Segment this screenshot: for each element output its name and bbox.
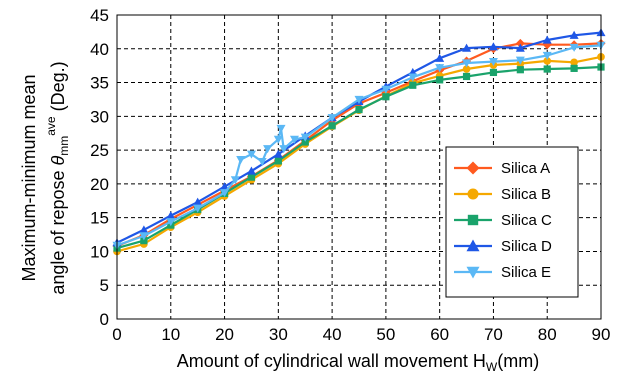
data-point-silica-e <box>381 85 391 94</box>
legend-item-silica-c: Silica C <box>454 212 552 229</box>
data-point-silica-b <box>570 58 578 67</box>
data-point-silica-e <box>569 43 579 52</box>
data-point-silica-c <box>489 68 498 77</box>
legend-item-silica-d: Silica D <box>454 238 552 255</box>
y-tick-label: 45 <box>90 6 109 25</box>
y-axis-label-line2: angle of repose θmmave (Deg.) <box>44 61 71 294</box>
x-tick-label: 0 <box>112 325 121 344</box>
data-point-silica-d <box>220 182 230 191</box>
data-point-silica-c <box>301 138 309 146</box>
data-point-silica-c <box>436 76 444 84</box>
x-tick-label: 40 <box>323 325 342 344</box>
y-tick-label: 0 <box>100 310 109 329</box>
data-point-silica-d <box>139 225 149 234</box>
data-point-silica-e <box>257 157 267 167</box>
data-point-silica-e <box>515 56 525 65</box>
y-tick-label: 40 <box>90 40 109 59</box>
data-point-silica-c <box>328 122 336 130</box>
tick-labels: 0 5 10 15 20 25 30 35 40 45 0 10 20 30 40 50 60 70 80 90 <box>90 6 610 344</box>
y-tick-label: 35 <box>90 74 109 93</box>
data-point-silica-e <box>166 218 176 227</box>
legend-item-silica-e: Silica E <box>454 264 551 281</box>
data-point-silica-e <box>236 155 246 165</box>
x-tick-label: 60 <box>430 325 449 344</box>
data-point-silica-c <box>274 157 282 165</box>
data-point-silica-e <box>354 95 364 104</box>
data-point-silica-e <box>488 58 498 67</box>
data-point-silica-c <box>140 237 148 245</box>
legend-marker <box>467 188 479 200</box>
data-point-silica-e <box>193 204 203 213</box>
plot-frame <box>116 14 602 320</box>
data-point-silica-d <box>193 197 203 206</box>
series-layer <box>112 28 606 256</box>
data-point-silica-e <box>300 133 310 142</box>
data-point-silica-c <box>570 64 578 72</box>
data-point-silica-e <box>289 135 299 144</box>
data-point-silica-b <box>543 57 552 65</box>
legend-label: Silica D <box>501 238 552 255</box>
data-point-silica-e <box>276 124 286 133</box>
legend-marker <box>466 239 480 252</box>
y-tick-label: 5 <box>100 276 109 295</box>
x-tick-label: 10 <box>161 325 180 344</box>
data-point-silica-e <box>462 59 472 68</box>
legend-label: Silica B <box>501 186 551 203</box>
data-point-silica-e <box>273 135 283 144</box>
y-axis-label-line1: Maximum-minimum mean <box>19 74 39 281</box>
data-point-silica-c <box>247 173 256 181</box>
x-tick-label: 70 <box>484 325 503 344</box>
data-point-silica-e <box>263 145 273 154</box>
legend-item-silica-a: Silica A <box>454 160 550 177</box>
legend-label: Silica C <box>501 212 552 229</box>
x-tick-label: 50 <box>376 325 395 344</box>
y-tick-label: 10 <box>90 242 109 261</box>
data-point-silica-a <box>515 38 525 48</box>
y-tick-label: 30 <box>90 107 109 126</box>
data-point-silica-d <box>246 166 256 175</box>
data-point-silica-d <box>166 211 176 220</box>
legend-label: Silica E <box>501 264 551 281</box>
data-point-silica-e <box>327 114 337 123</box>
y-tick-label: 20 <box>90 175 109 194</box>
data-point-silica-d <box>515 43 525 52</box>
data-point-silica-b <box>462 65 471 73</box>
x-tick-label: 80 <box>538 325 557 344</box>
data-point-silica-e <box>542 51 552 61</box>
data-point-silica-d <box>435 53 445 62</box>
y-tick-label: 15 <box>90 209 109 228</box>
legend-marker <box>466 161 480 175</box>
data-point-silica-d <box>273 149 283 158</box>
legend-marker <box>466 266 480 279</box>
data-point-silica-d <box>569 30 579 39</box>
x-tick-label: 30 <box>269 325 288 344</box>
legend: Silica A Silica B Silica C Silica D Silica E <box>445 146 579 298</box>
data-point-silica-c <box>409 81 417 89</box>
data-point-silica-d <box>488 42 498 51</box>
data-point-silica-e <box>408 73 418 82</box>
legend-item-silica-b: Silica B <box>454 186 551 203</box>
legend-marker <box>467 214 479 226</box>
data-point-silica-c <box>543 65 551 73</box>
data-point-silica-e <box>139 232 149 241</box>
x-axis-label: Amount of cylindrical wall movement HW(m… <box>177 351 539 374</box>
data-point-silica-e <box>220 189 230 198</box>
data-point-silica-e <box>230 176 240 185</box>
data-point-silica-e <box>435 64 445 73</box>
data-point-silica-e <box>246 150 256 159</box>
y-axis-label: Maximum-minimum mean angle of repose θmm… <box>19 61 71 294</box>
data-point-silica-e <box>279 145 289 154</box>
data-point-silica-d <box>462 43 472 52</box>
data-point-silica-c <box>516 66 524 74</box>
data-point-silica-c <box>462 72 471 81</box>
data-point-silica-c <box>355 105 363 114</box>
y-tick-label: 25 <box>90 141 109 160</box>
x-tick-label: 20 <box>215 325 234 344</box>
data-point-silica-c <box>382 93 390 101</box>
series-silica-e <box>112 41 606 250</box>
data-point-silica-d <box>542 35 552 44</box>
x-tick-label: 90 <box>592 325 611 344</box>
legend-label: Silica A <box>501 160 550 177</box>
